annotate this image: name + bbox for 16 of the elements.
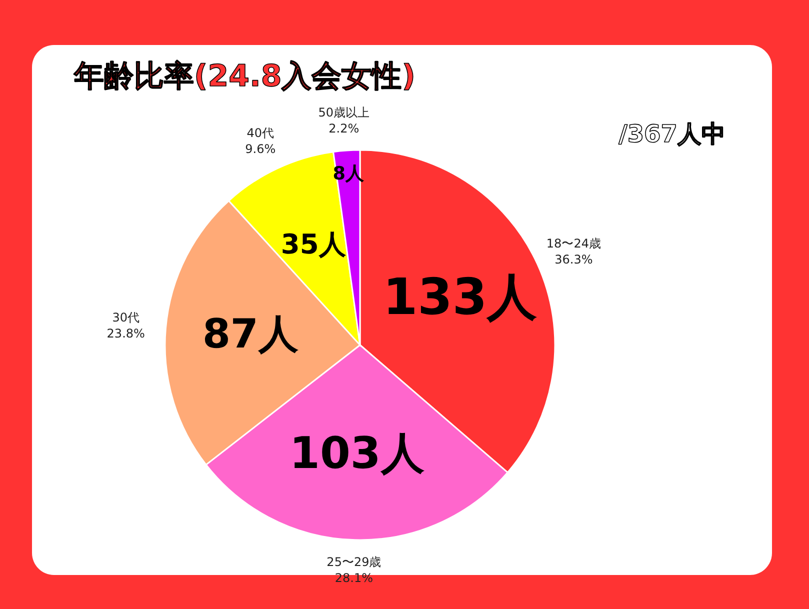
slice-label: 30代 [112, 310, 140, 325]
data-label: 87人 [202, 312, 300, 358]
data-label: 35人 [280, 229, 347, 260]
data-label: 133人 [382, 268, 538, 326]
slice-label: 50歳以上 [318, 106, 370, 120]
text: 2.2% [328, 122, 360, 136]
slice-label: 18〜24歳 [546, 236, 601, 250]
text: 28.1% [334, 570, 374, 585]
text: 9.6% [245, 142, 276, 156]
text: /367人中 [618, 120, 726, 148]
chart-title: 年齢比率(24.8入会女性) [73, 59, 416, 94]
data-label: 103人 [290, 428, 425, 479]
text: 23.8% [106, 326, 145, 341]
text: 36.3% [554, 252, 593, 266]
slice-label: 40代 [246, 126, 274, 140]
slice-label: 25〜29歳 [326, 554, 382, 569]
